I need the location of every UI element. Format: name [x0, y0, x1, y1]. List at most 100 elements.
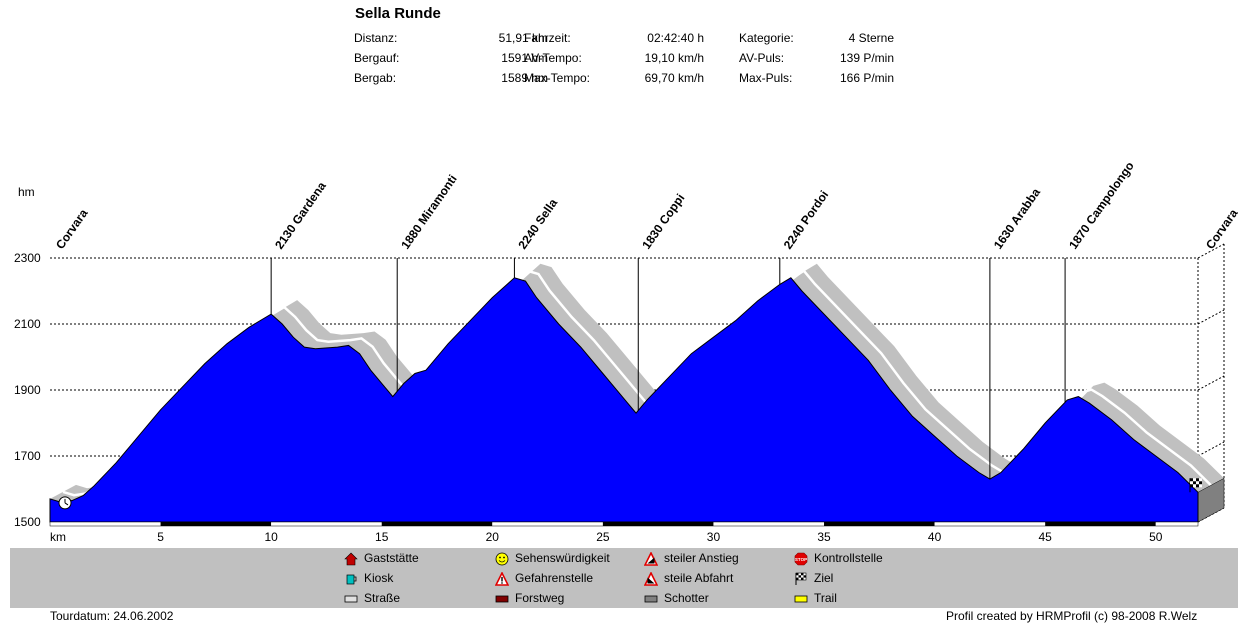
legend-label: Gaststätte — [364, 551, 419, 565]
y-axis-label: hm — [18, 185, 35, 199]
stat-label: AV-Puls: — [739, 51, 785, 65]
road-segment — [1045, 522, 1156, 526]
legend-item-sehenswuerdigkeit: Sehenswürdigkeit — [495, 550, 610, 566]
legend-label: Sehenswürdigkeit — [515, 551, 610, 565]
warning-icon — [495, 571, 509, 586]
stat-label: Max-Tempo: — [524, 71, 591, 85]
legend-item-gaststaette: Gaststätte — [344, 550, 419, 566]
x-axis-label: km — [50, 530, 66, 544]
waypoint-label: 1880 Miramonti — [398, 172, 460, 252]
legend-item-schotter: Schotter — [644, 590, 709, 606]
forest-road-swatch-icon — [495, 592, 509, 606]
road-bar-frame — [49, 521, 1199, 527]
legend-item-trail: Trail — [794, 590, 837, 606]
stat-label: Kategorie: — [739, 31, 794, 45]
legend-label: Forstweg — [515, 591, 565, 605]
x-tick-label: 50 — [1149, 530, 1163, 544]
x-tick-label: 25 — [596, 530, 610, 544]
waypoint-label: 2130 Gardena — [272, 179, 329, 252]
credit-text: Profil created by HRMProfil (c) 98-2008 … — [946, 609, 1198, 623]
finish-flag-marker-icon — [1189, 478, 1202, 493]
steep-descent-icon — [644, 571, 658, 586]
road-segment — [492, 522, 603, 526]
stat-value: 69,70 km/h — [644, 71, 704, 85]
road-segment — [50, 522, 161, 526]
y-tick-label: 1500 — [14, 515, 41, 529]
house-icon — [344, 552, 358, 566]
stat-label: Max-Puls: — [739, 71, 793, 85]
waypoint-label: Corvara — [1203, 206, 1241, 251]
stat-value: 1589 hm — [501, 71, 548, 85]
legend-item-ziel: Ziel — [794, 570, 833, 586]
road-segment — [602, 522, 714, 526]
waypoint-label: 2240 Sella — [515, 196, 560, 252]
stat-value: 4 Sterne — [848, 31, 894, 45]
waypoint-label: 1870 Campolongo — [1066, 159, 1137, 252]
waypoint-label: 1630 Arabba — [991, 185, 1043, 251]
chart-title: Sella Runde — [355, 5, 441, 22]
road-segment — [824, 522, 935, 526]
stat-label: Bergab: — [354, 71, 397, 85]
x-tick-label: 30 — [707, 530, 721, 544]
legend-label: Kontrollstelle — [814, 551, 883, 565]
gridline-depth — [1197, 309, 1225, 325]
stat-value: 02:42:40 h — [647, 31, 704, 45]
stat-label: Fahrzeit: — [524, 31, 571, 45]
legend-label: Gefahrenstelle — [515, 571, 594, 585]
stat-label: Bergauf: — [354, 51, 400, 65]
road-segment — [271, 522, 382, 526]
y-tick-label: 2300 — [14, 251, 41, 265]
road-segment — [934, 522, 1046, 526]
gravel-swatch-icon — [644, 592, 658, 606]
y-tick-label: 1700 — [14, 449, 41, 463]
elevation-profile-chart: 1500 1700 1900 2100 2300 hm 5 10 15 20 25 30 35 40 45 5… — [14, 159, 1241, 544]
legend-item-steiler-anstieg: steiler Anstieg — [644, 550, 739, 566]
x-tick-label: 10 — [264, 530, 278, 544]
legend-label: steiler Anstieg — [664, 551, 739, 565]
tour-date: Tourdatum: 24.06.2002 — [50, 609, 174, 623]
legend-label: Ziel — [814, 571, 834, 585]
svg-text:STOP: STOP — [795, 557, 807, 562]
x-tick-label: 40 — [928, 530, 942, 544]
stat-value: 139 P/min — [839, 51, 894, 65]
gridline-depth — [1197, 375, 1225, 391]
legend-item-steile-abfahrt: steile Abfahrt — [644, 570, 733, 586]
stat-value: 166 P/min — [839, 71, 894, 85]
finish-flag-icon — [794, 572, 808, 586]
stat-label: AV-Tempo: — [524, 51, 582, 65]
legend-label: Straße — [364, 591, 401, 605]
road-swatch-icon — [344, 592, 358, 606]
road-segment — [160, 522, 272, 526]
legend-item-gefahrenstelle: Gefahrenstelle — [495, 570, 593, 586]
profile-depth-band — [50, 263, 1224, 503]
y-tick-label: 2100 — [14, 317, 41, 331]
x-tick-label: 20 — [486, 530, 500, 544]
trail-swatch-icon — [794, 592, 808, 606]
stop-icon: STOP — [794, 552, 808, 566]
y-tick-label: 1900 — [14, 383, 41, 397]
road-segment — [381, 522, 493, 526]
legend-panel: Gaststätte Kiosk Straße Sehenswürdigkeit… — [10, 548, 1238, 608]
x-tick-label: 15 — [375, 530, 389, 544]
waypoint-label: 1830 Coppi — [639, 191, 687, 251]
legend-item-kontrollstelle: STOP Kontrollstelle — [794, 550, 883, 566]
waypoint-label: Corvara — [53, 206, 91, 251]
legend-label: Schotter — [664, 591, 709, 605]
elevation-area-series — [49, 277, 1199, 523]
legend-label: Kiosk — [364, 571, 394, 585]
gridline-depth — [1197, 243, 1225, 259]
legend-label: steile Abfahrt — [664, 571, 734, 585]
x-tick-label: 45 — [1039, 530, 1053, 544]
clock-icon — [58, 496, 72, 510]
x-tick-label: 35 — [817, 530, 831, 544]
x-tick-label: 5 — [157, 530, 164, 544]
legend-item-kiosk: Kiosk — [344, 570, 393, 586]
stat-label: Distanz: — [354, 31, 398, 45]
legend-item-strasse: Straße — [344, 590, 400, 606]
legend-item-forstweg: Forstweg — [495, 590, 564, 606]
gridline-depth — [1197, 441, 1225, 457]
steep-climb-icon — [644, 551, 658, 566]
stat-value: 51,91 km — [498, 31, 548, 45]
road-segment — [1155, 522, 1198, 526]
stat-value: 1591 hm — [501, 51, 548, 65]
